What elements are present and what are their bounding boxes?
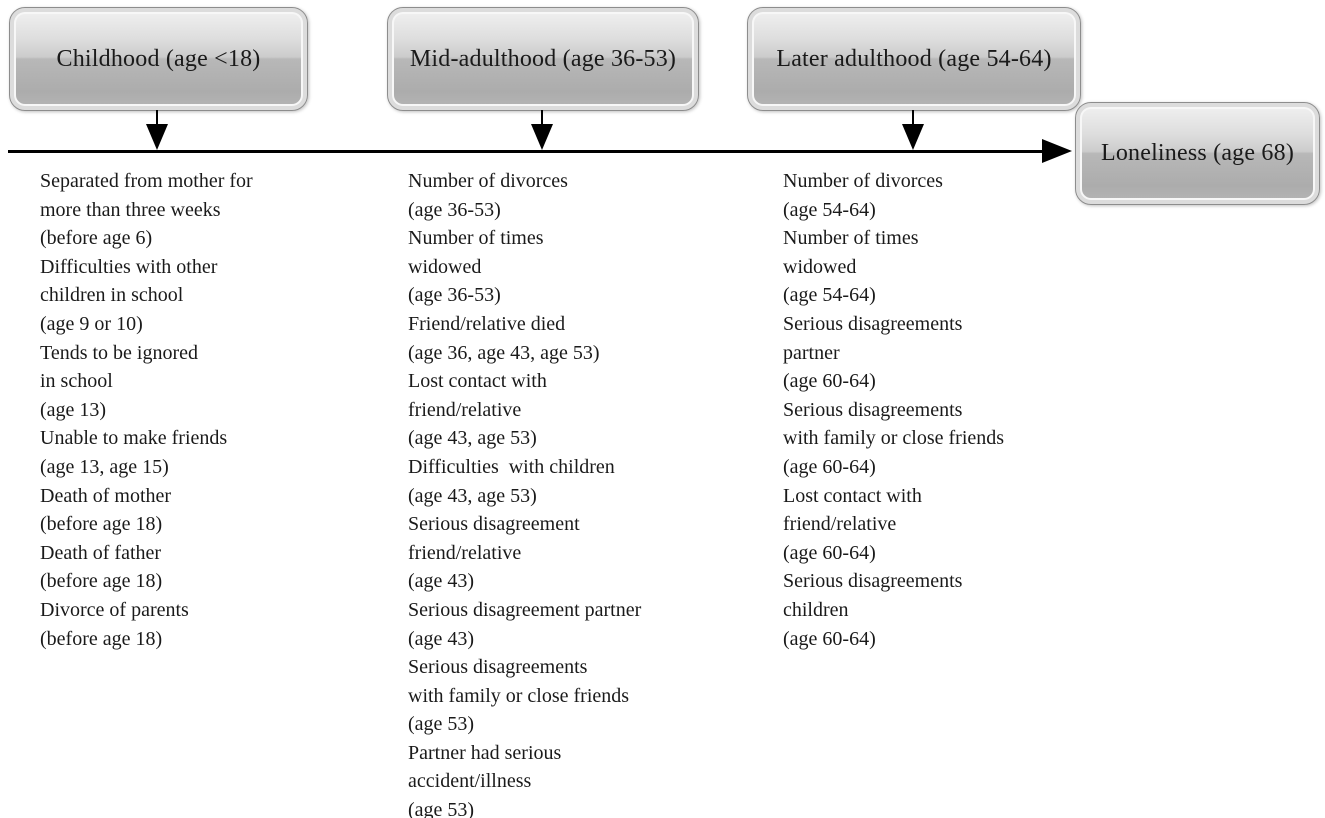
event-item: Number of times widowed (age 36-53)	[408, 224, 753, 310]
event-item: Separated from mother for more than three…	[40, 167, 385, 253]
event-line: (age 60-64)	[783, 541, 876, 564]
down-arrow-mid-adulthood	[541, 110, 543, 128]
event-item: Difficulties with other children in schoo…	[40, 253, 385, 339]
event-line: Number of divorces	[783, 170, 943, 192]
event-line: (age 43, age 53)	[408, 427, 537, 450]
event-line: Lost contact with	[783, 484, 922, 507]
event-line: (age 9 or 10)	[40, 312, 143, 335]
event-line: (age 54-64)	[783, 284, 876, 307]
stage-label-childhood: Childhood (age <18)	[56, 45, 261, 72]
event-item: Lost contact with friend/relative (age 60-…	[783, 482, 1128, 568]
event-line: Death of mother	[40, 484, 172, 507]
event-item: Number of divorces (age 54-64)	[783, 167, 1128, 224]
event-line: Unable to make friends	[40, 427, 228, 450]
event-line: (age 53)	[408, 799, 475, 818]
event-line: (age 53)	[408, 713, 475, 736]
event-line: Serious disagreements	[783, 398, 963, 421]
event-line: more than three weeks	[40, 198, 221, 221]
stage-box-later-adulthood: Later adulthood (age 54-64)	[747, 7, 1081, 111]
event-item: Serious disagreements partner (age 60-64)	[783, 310, 1128, 396]
event-line: Difficulties with other	[40, 255, 218, 278]
event-line: (age 43)	[408, 627, 475, 650]
event-line: with family or close friends	[783, 427, 1005, 450]
event-line: (before age 18)	[40, 513, 163, 536]
stage-label-later-adulthood: Later adulthood (age 54-64)	[776, 45, 1052, 72]
event-line: (age 43, age 53)	[408, 484, 537, 507]
event-item: Death of father (before age 18)	[40, 539, 385, 596]
event-line: (age 60-64)	[783, 627, 876, 650]
event-item: Friend/relative died (age 36, age 43, age…	[408, 310, 753, 367]
event-column-mid-adulthood: Number of divorces (age 36-53) Number of t…	[408, 167, 753, 818]
event-line: children in school	[40, 284, 184, 307]
event-item: Serious disagreements children (age 60-64)	[783, 567, 1128, 653]
event-line: (age 36, age 43, age 53)	[408, 341, 600, 364]
event-item: Number of times widowed (age 54-64)	[783, 224, 1128, 310]
event-item: Serious disagreement partner (age 43)	[408, 596, 753, 653]
event-line: with family or close friends	[408, 684, 630, 707]
event-item: Death of mother (before age 18)	[40, 482, 385, 539]
event-item: Unable to make friends (age 13, age 15)	[40, 424, 385, 481]
event-line: (age 13, age 15)	[40, 455, 169, 478]
stage-box-mid-adulthood: Mid-adulthood (age 36-53)	[387, 7, 699, 111]
event-line: Tends to be ignored	[40, 341, 199, 364]
down-arrow-later-adulthood-icon	[902, 124, 924, 150]
event-item: Difficulties with children (age 43, age 5…	[408, 453, 753, 510]
down-arrow-later-adulthood	[912, 110, 914, 128]
event-line: Death of father	[40, 541, 162, 564]
event-line: Partner had serious	[408, 741, 562, 764]
event-item: Number of divorces (age 36-53)	[408, 167, 753, 224]
event-item: Partner had serious accident/illness (age …	[408, 739, 753, 818]
event-line: Difficulties with children	[408, 455, 615, 478]
event-line: friend/relative	[408, 541, 522, 564]
event-line: (before age 18)	[40, 570, 163, 593]
event-line: children	[783, 598, 849, 621]
event-line: Serious disagreements	[783, 312, 963, 335]
event-line: (age 13)	[40, 398, 107, 421]
event-item: Lost contact with friend/relative (age 43,…	[408, 367, 753, 453]
event-line: Separated from mother for	[40, 170, 253, 192]
event-item: Divorce of parents (before age 18)	[40, 596, 385, 653]
down-arrow-childhood-icon	[146, 124, 168, 150]
event-line: Lost contact with	[408, 370, 547, 393]
event-line: friend/relative	[783, 513, 897, 536]
event-line: partner	[783, 341, 840, 364]
event-item: Tends to be ignored in school (age 13)	[40, 339, 385, 425]
event-item: Serious disagreements with family or clos…	[783, 396, 1128, 482]
event-line: Serious disagreements	[408, 656, 588, 679]
event-column-later-adulthood: Number of divorces (age 54-64) Number of t…	[783, 167, 1128, 653]
timeline-arrowhead-icon	[1042, 139, 1072, 163]
event-line: accident/illness	[408, 770, 532, 793]
event-line: (before age 6)	[40, 227, 153, 250]
outcome-box-loneliness: Loneliness (age 68)	[1075, 102, 1320, 205]
event-line: (age 36-53)	[408, 284, 501, 307]
event-line: Number of times	[408, 227, 544, 250]
event-column-childhood: Separated from mother for more than three…	[40, 167, 385, 653]
event-line: (age 36-53)	[408, 198, 501, 221]
event-line: Divorce of parents	[40, 598, 189, 621]
event-line: Number of divorces	[408, 170, 568, 192]
event-line: Serious disagreement partner	[408, 598, 642, 621]
event-item: Serious disagreement friend/relative (age …	[408, 510, 753, 596]
event-line: (age 54-64)	[783, 198, 876, 221]
event-line: Friend/relative died	[408, 312, 566, 335]
event-line: in school	[40, 370, 113, 393]
event-line: Serious disagreement	[408, 513, 580, 536]
down-arrow-childhood	[156, 110, 158, 128]
event-line: Number of times	[783, 227, 919, 250]
stage-box-childhood: Childhood (age <18)	[9, 7, 308, 111]
event-line: Serious disagreements	[783, 570, 963, 593]
event-line: (age 60-64)	[783, 370, 876, 393]
event-line: (age 43)	[408, 570, 475, 593]
event-item: Serious disagreements with family or clos…	[408, 653, 753, 739]
timeline-axis	[8, 150, 1048, 153]
event-line: (age 60-64)	[783, 455, 876, 478]
outcome-label-loneliness: Loneliness (age 68)	[1100, 140, 1295, 166]
event-line: widowed	[783, 255, 857, 278]
event-line: friend/relative	[408, 398, 522, 421]
stage-label-mid-adulthood: Mid-adulthood (age 36-53)	[409, 45, 677, 72]
event-line: (before age 18)	[40, 627, 163, 650]
event-line: widowed	[408, 255, 482, 278]
down-arrow-mid-adulthood-icon	[531, 124, 553, 150]
